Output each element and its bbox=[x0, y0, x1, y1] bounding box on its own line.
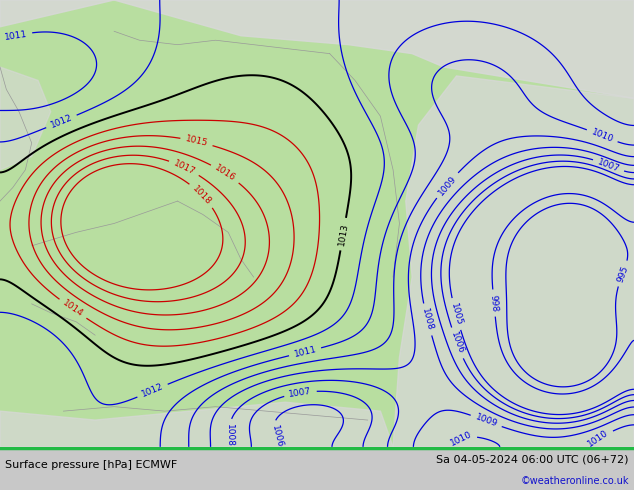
Text: 1010: 1010 bbox=[586, 428, 611, 449]
Text: 1016: 1016 bbox=[213, 163, 237, 183]
Text: 1014: 1014 bbox=[61, 299, 85, 319]
Text: 1012: 1012 bbox=[49, 113, 74, 130]
Text: 1018: 1018 bbox=[191, 184, 213, 206]
Text: ©weatheronline.co.uk: ©weatheronline.co.uk bbox=[521, 475, 629, 486]
Text: 1008: 1008 bbox=[225, 423, 235, 446]
Text: 1013: 1013 bbox=[337, 222, 349, 246]
Text: 1006: 1006 bbox=[449, 331, 465, 355]
Text: 1008: 1008 bbox=[420, 307, 435, 332]
Text: 1009: 1009 bbox=[474, 413, 498, 429]
Text: 1012: 1012 bbox=[140, 382, 165, 399]
Polygon shape bbox=[0, 67, 51, 170]
Text: 1011: 1011 bbox=[4, 29, 28, 42]
Text: 1005: 1005 bbox=[449, 302, 463, 326]
Polygon shape bbox=[0, 0, 634, 98]
Text: 1017: 1017 bbox=[172, 158, 197, 176]
Polygon shape bbox=[0, 402, 393, 447]
Text: 1007: 1007 bbox=[596, 157, 621, 173]
Text: 1006: 1006 bbox=[269, 424, 284, 448]
Text: 1009: 1009 bbox=[436, 173, 458, 197]
Text: 1007: 1007 bbox=[288, 387, 313, 399]
Text: Sa 04-05-2024 06:00 UTC (06+72): Sa 04-05-2024 06:00 UTC (06+72) bbox=[436, 455, 629, 465]
Text: 995: 995 bbox=[616, 264, 630, 283]
Text: 1015: 1015 bbox=[184, 135, 209, 148]
Text: 1011: 1011 bbox=[293, 345, 318, 359]
Polygon shape bbox=[0, 0, 634, 447]
Text: 998: 998 bbox=[489, 294, 500, 312]
Text: Surface pressure [hPa] ECMWF: Surface pressure [hPa] ECMWF bbox=[5, 460, 178, 470]
Polygon shape bbox=[393, 76, 634, 447]
Text: 1010: 1010 bbox=[448, 430, 473, 448]
Text: 1010: 1010 bbox=[590, 127, 614, 144]
